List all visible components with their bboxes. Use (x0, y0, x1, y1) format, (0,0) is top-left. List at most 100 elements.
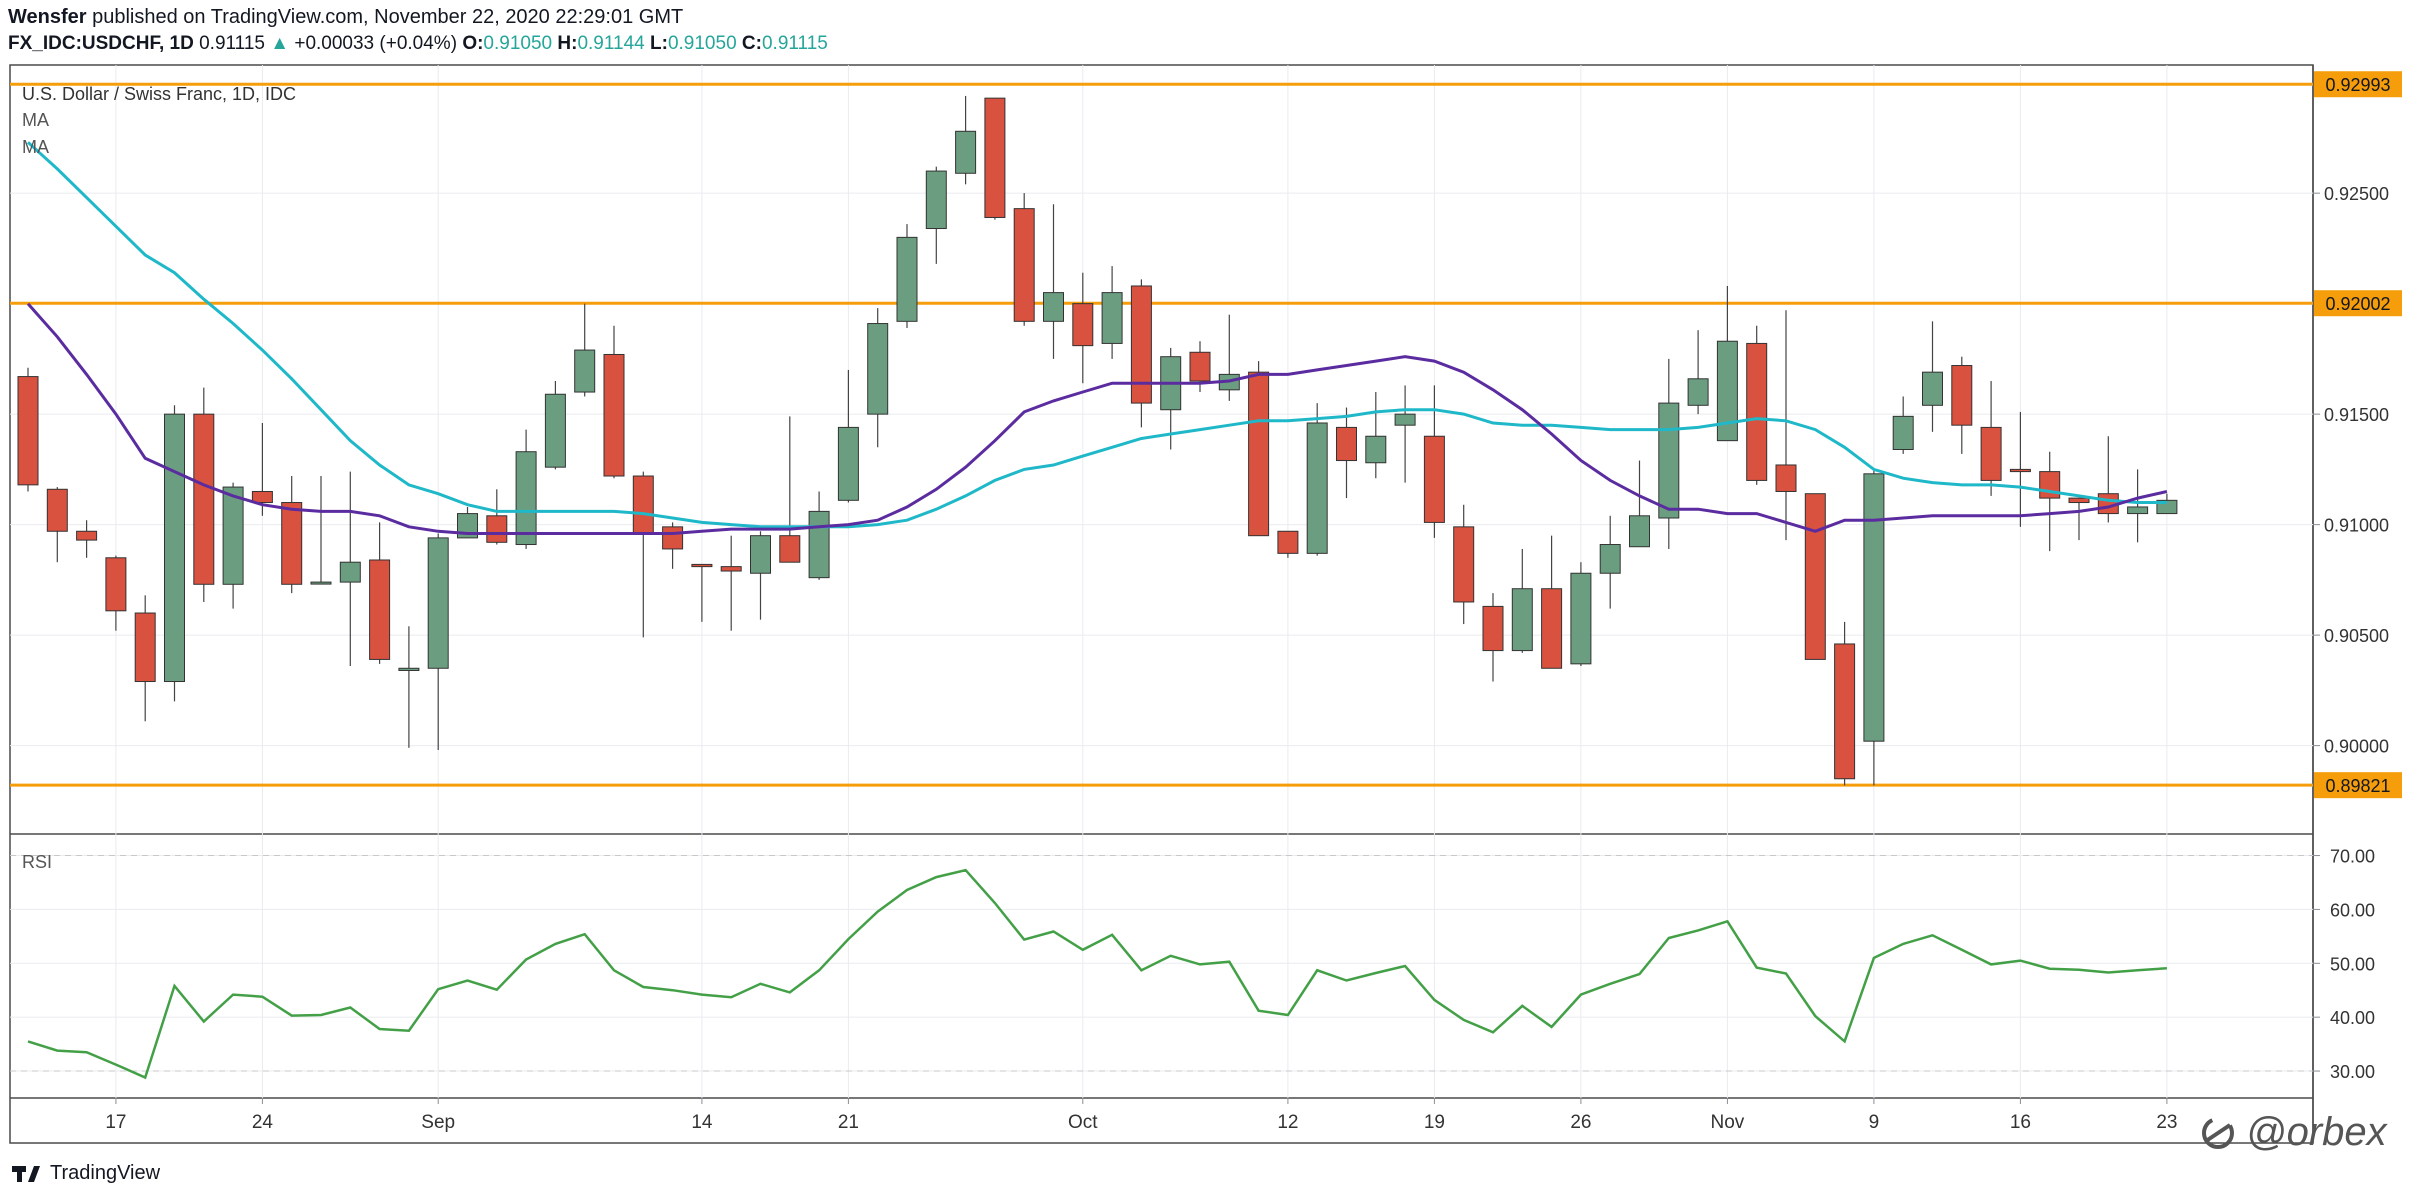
rsi-axis-label: 50.00 (2330, 954, 2375, 974)
open-value: 0.91050 (483, 33, 553, 54)
candle-body (1306, 422, 1328, 554)
ma-slow-line (26, 141, 2167, 529)
candle-body (1101, 292, 1123, 344)
high-value: 0.91144 (577, 33, 645, 54)
publisher-line: Wensfer published on TradingView.com, No… (8, 6, 683, 29)
level-tag-box (2314, 772, 2402, 799)
time-axis-label: 12 (1277, 1112, 1298, 1133)
legend-ma-slow[interactable]: MA (22, 137, 49, 157)
candle-body (76, 530, 98, 541)
candle-body (486, 515, 508, 543)
close-key: C: (741, 33, 762, 54)
moving-averages (26, 141, 2168, 535)
level-tag-label: 0.92002 (2325, 294, 2390, 314)
candle-body (2127, 506, 2149, 515)
time-axis-label: 26 (1570, 1112, 1591, 1133)
time-axis-label: Oct (1068, 1112, 1098, 1133)
candle-body (574, 349, 596, 393)
candle-body (1863, 473, 1885, 742)
candle-body (2039, 471, 2061, 499)
time-axis-labels: 17 24 Sep 14 21 Oct 12 19 26 Nov 9 16 23 (105, 1098, 2177, 1133)
candle-body (691, 563, 713, 568)
time-axis-label: 19 (1424, 1112, 1445, 1133)
tradingview-logo[interactable]: TradingView (10, 1160, 160, 1186)
candle-body (925, 170, 947, 230)
price-chart[interactable]: 0.90000 0.90500 0.91000 0.91500 0.92500 70.0… (0, 0, 2415, 1150)
candle-body (603, 353, 625, 477)
candle-body (1541, 588, 1563, 669)
watermark-text: @orbex (2246, 1110, 2387, 1154)
price-axis-label: 0.91500 (2324, 405, 2389, 425)
symbol-label: FX_IDC:USDCHF, 1D (8, 33, 194, 54)
candle-body (1277, 530, 1299, 554)
candle-body (1746, 342, 1768, 481)
candle-body (1336, 426, 1357, 462)
time-axis-label: 23 (2156, 1112, 2177, 1133)
candle-body (867, 323, 889, 415)
candle-body (750, 535, 771, 574)
legend-ma-fast[interactable]: MA (22, 110, 49, 130)
rsi-band-lines (10, 855, 2313, 1072)
time-axis-label: 16 (2010, 1112, 2031, 1133)
time-axis-label: Nov (1711, 1112, 1745, 1133)
candle-body (1511, 588, 1533, 652)
up-triangle-icon: ▲ (270, 33, 290, 54)
candle-body (222, 486, 244, 585)
rsi-axis-label: 30.00 (2330, 1062, 2375, 1082)
candle-body (1834, 643, 1856, 780)
level-tag-box (2314, 290, 2402, 317)
candle-body (1248, 371, 1270, 537)
candle-body (251, 490, 273, 504)
candle-body (193, 413, 215, 585)
candle-body (1189, 351, 1211, 382)
rsi-axis-label: 70.00 (2330, 847, 2375, 867)
low-value: 0.91050 (667, 33, 737, 54)
candlesticks (17, 95, 2178, 786)
rsi-axis-labels: 70.00 60.00 50.00 40.00 30.00 (2313, 847, 2375, 1082)
last-price: 0.91115 (199, 33, 265, 54)
candle-body (1453, 526, 1475, 603)
rsi-line (27, 868, 2167, 1080)
candle-body (339, 561, 361, 583)
candle-body (1658, 402, 1680, 519)
orbex-logo-icon (2202, 1116, 2234, 1149)
time-axis-label: 21 (838, 1112, 859, 1133)
price-axis-label: 0.90500 (2324, 626, 2389, 646)
price-axis-label: 0.92500 (2324, 184, 2389, 204)
candle-body (837, 426, 859, 501)
candle-body (1716, 340, 1738, 442)
candle-body (720, 566, 742, 572)
open-key: O: (462, 33, 484, 54)
author-name[interactable]: Wensfer (8, 6, 87, 28)
candle-body (310, 581, 332, 585)
candle-body (984, 97, 1006, 218)
candle-body (1687, 378, 1709, 406)
candle-body (1775, 464, 1797, 492)
candle-body (808, 510, 830, 579)
legend-title: U.S. Dollar / Swiss Franc, 1D, IDC (22, 84, 296, 104)
price-axis-label: 0.90000 (2324, 737, 2389, 757)
rsi-series (27, 868, 2167, 1080)
rsi-legend[interactable]: RSI (22, 852, 52, 872)
candle-body (1980, 426, 2002, 481)
price-axis-labels: 0.90000 0.90500 0.91000 0.91500 0.92500 (2313, 184, 2389, 757)
candle-body (1072, 303, 1094, 347)
candle-body (779, 535, 801, 563)
time-axis-label: 9 (1869, 1112, 1880, 1133)
price-change: +0.00033 (+0.04%) (294, 33, 458, 54)
candle-body (46, 488, 68, 532)
level-tag-label: 0.89821 (2325, 776, 2390, 796)
time-axis-label: 14 (691, 1112, 713, 1133)
candle-body (1892, 415, 1914, 451)
candle-body (1394, 413, 1416, 426)
close-value: 0.91115 (761, 33, 828, 54)
candle-body (896, 236, 918, 322)
candle-body (17, 376, 39, 486)
candle-body (398, 667, 420, 671)
horizontal-levels (10, 82, 2313, 787)
candle-body (515, 451, 537, 546)
tradingview-logo-icon (12, 1166, 40, 1182)
candle-body (1013, 208, 1035, 322)
candle-body (544, 393, 566, 468)
level-price-tags: 0.92993 0.92002 0.89821 (2314, 71, 2402, 799)
